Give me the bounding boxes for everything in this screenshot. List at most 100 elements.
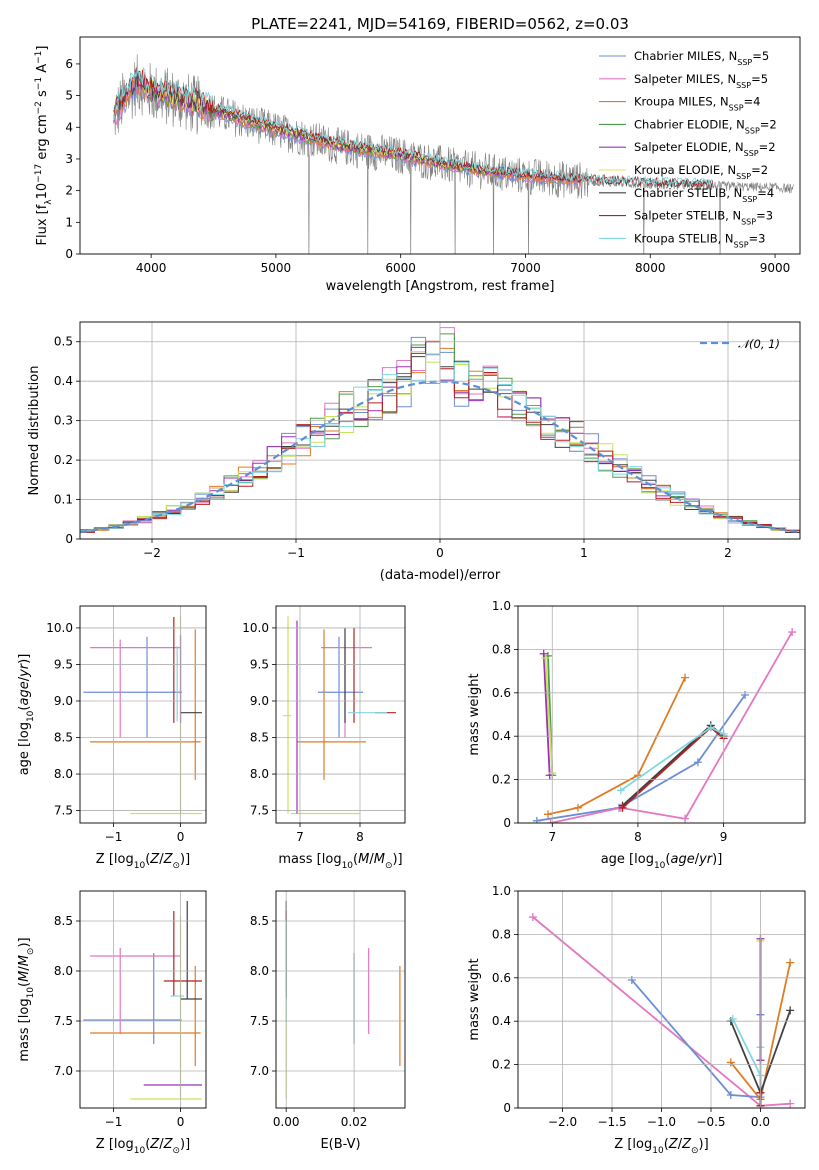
label-part: ⊙ — [691, 1146, 699, 1156]
age-vs-mass-plot-area — [283, 616, 396, 815]
label-part: 10 — [26, 987, 36, 999]
label-part: log — [322, 852, 342, 867]
y-tick-label: 8.5 — [250, 731, 269, 745]
y-tick-label: 7.5 — [54, 1014, 73, 1028]
axes-frame — [79, 321, 801, 540]
x-axis-label: age [log10(age/yr)] — [601, 852, 723, 871]
x-axis-label: (data-model)/error — [380, 568, 501, 583]
label-part: ( — [664, 1137, 669, 1152]
legend-sub: SSP — [736, 80, 751, 89]
errorbar-point — [318, 636, 363, 738]
y-tick-label: 0 — [65, 247, 73, 261]
label-part: Flux [f — [35, 204, 50, 245]
weight-point-marker — [786, 1099, 795, 1108]
label-part: )] — [180, 1137, 190, 1152]
x-tick-label: 0.02 — [341, 1115, 368, 1129]
label-part: 10 — [654, 861, 666, 871]
legend-sub: SSP — [729, 103, 744, 112]
legend-entry: 𝒩(0, 1) — [738, 337, 780, 351]
label-part: ( — [665, 852, 670, 867]
y-tick-label: 3 — [65, 152, 73, 166]
x-tick-label: −1.0 — [647, 1115, 676, 1129]
y-tick-label: 9.0 — [250, 694, 269, 708]
axes-frame — [517, 890, 806, 1109]
y-tick-label: 0.2 — [492, 1058, 511, 1072]
weight-line — [550, 631, 793, 823]
x-tick-label: 8000 — [635, 261, 666, 275]
label-part: yr — [17, 662, 32, 678]
y-tick-label: 8.0 — [54, 767, 73, 781]
label-part: Z — [163, 852, 174, 867]
weight-point-marker — [543, 810, 552, 819]
x-tick-label: 7 — [296, 830, 304, 844]
label-part: )] — [712, 852, 722, 867]
y-tick-label: 8.0 — [54, 964, 73, 978]
label-part: −2 — [34, 101, 44, 114]
figure-title: PLATE=2241, MJD=54169, FIBERID=0562, z=0… — [251, 15, 629, 33]
y-axis-label: age [log10(age/yr)] — [17, 654, 36, 776]
label-part: ⊙ — [172, 1146, 180, 1156]
y-axis-label: mass [log10(M/M⊙)] — [17, 937, 36, 1061]
x-tick-label: −1 — [105, 1115, 123, 1129]
legend-name: Salpeter MILES, N — [634, 72, 736, 86]
label-part: ] — [35, 46, 50, 51]
y-tick-label: 0.4 — [54, 374, 73, 388]
label-part: )] — [392, 852, 402, 867]
y-tick-label: 1 — [65, 215, 73, 229]
legend-value: =3 — [749, 231, 766, 245]
label-part: 10 — [35, 183, 50, 200]
label-part: ( — [145, 1137, 150, 1152]
weight-series — [616, 723, 728, 795]
legend-value: =2 — [759, 140, 776, 154]
legend-sub: SSP — [741, 217, 756, 226]
label-part: M — [17, 971, 32, 982]
weight-series — [543, 673, 690, 819]
label-part: / — [678, 1137, 683, 1152]
legend-entry: Kroupa ELODIE, NSSP=2 — [634, 163, 768, 181]
y-tick-label: 4 — [65, 120, 73, 134]
label-part: −1 — [34, 77, 44, 90]
y-tick-label: 9.0 — [54, 694, 73, 708]
legend-value: =2 — [760, 117, 777, 131]
legend-sub: SSP — [742, 194, 757, 203]
y-tick-label: 0.1 — [54, 493, 73, 507]
label-part: )] — [180, 852, 190, 867]
y-tick-label: 0.3 — [54, 414, 73, 428]
weight-series — [532, 690, 750, 823]
x-tick-label: 0.0 — [751, 1115, 770, 1129]
legend-entry: Chabrier STELIB, NSSP=4 — [634, 186, 774, 204]
weight-point-marker — [786, 958, 795, 967]
legend-entry: Kroupa STELIB, NSSP=3 — [634, 231, 765, 249]
y-tick-label: 7.5 — [54, 804, 73, 818]
x-tick-label: 7000 — [510, 261, 541, 275]
x-tick-label: 2 — [724, 546, 732, 560]
x-tick-label: 1 — [580, 546, 588, 560]
label-part: M — [358, 852, 369, 867]
legend-sub: SSP — [734, 240, 749, 249]
label-part: ⊙ — [26, 948, 36, 956]
label-part: / — [695, 852, 700, 867]
legend-entry: Chabrier ELODIE, NSSP=2 — [634, 117, 777, 135]
weight-point-marker — [573, 803, 582, 812]
label-part: Z [ — [96, 852, 114, 867]
weight-vs-age-panel: 7 8 9 0 0.2 0.4 0.6 0.8 1.0 age [log10(age/yr)] ma… — [467, 599, 806, 871]
errorbar-point — [90, 639, 181, 738]
weight-point-marker — [706, 723, 715, 732]
y-tick-label: 0.2 — [492, 773, 511, 787]
label-part: / — [17, 966, 32, 971]
y-tick-label: 1.0 — [492, 884, 511, 898]
weight-point-marker — [541, 654, 550, 663]
legend-value: =5 — [752, 49, 769, 63]
x-axis-label: Z [log10(Z/Z⊙)] — [614, 1137, 708, 1156]
label-part: ( — [17, 706, 32, 711]
label-part: 10 — [652, 1146, 664, 1156]
label-part: 10 — [134, 861, 146, 871]
y-axis-label: mass weight — [467, 958, 482, 1040]
label-part: ( — [17, 982, 32, 987]
label-part: / — [159, 852, 164, 867]
label-part: ( — [353, 852, 358, 867]
x-tick-label: 0 — [177, 1115, 185, 1129]
axes-frame — [275, 890, 406, 1109]
legend-value: =5 — [751, 72, 768, 86]
